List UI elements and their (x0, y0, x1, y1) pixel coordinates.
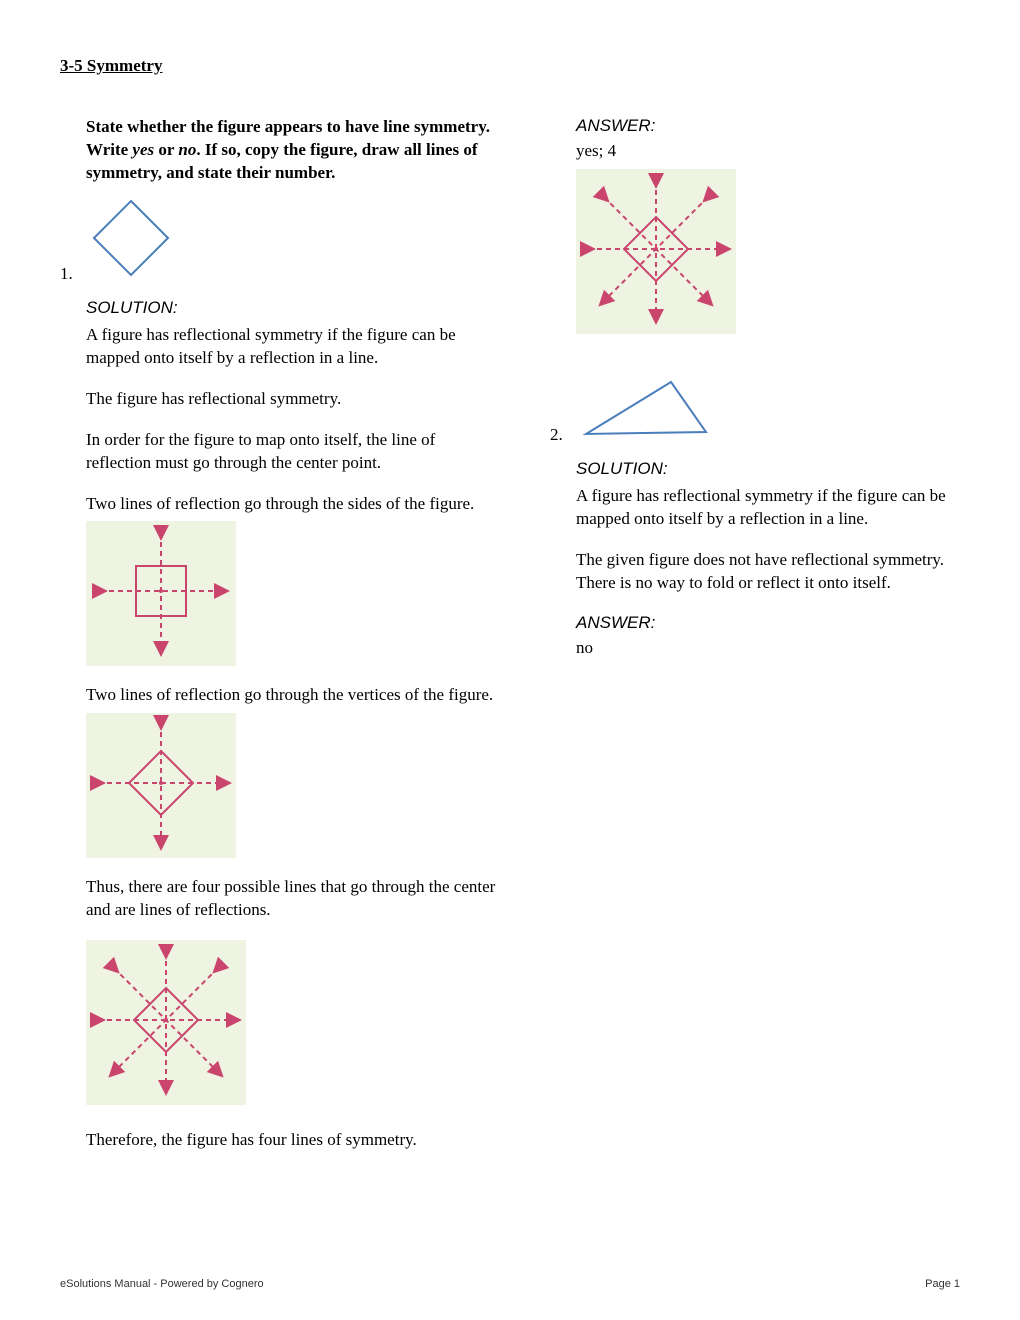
answer-1-text: yes; 4 (576, 140, 960, 163)
fig-two-lines-sides (86, 521, 236, 666)
left-column: State whether the figure appears to have… (60, 116, 496, 1170)
page-footer: eSolutions Manual - Powered by Cognero P… (60, 1278, 960, 1290)
footer-right: Page 1 (925, 1278, 960, 1290)
page-title: 3-5 Symmetry (60, 56, 960, 76)
sol1-p6: Thus, there are four possible lines that… (86, 876, 496, 922)
sol1-p2: The figure has reflectional symmetry. (86, 388, 496, 411)
solution-label-1: SOLUTION: (86, 298, 496, 318)
answer-label-1: ANSWER: (576, 116, 960, 136)
fig-two-lines-vertices (86, 713, 236, 858)
content-columns: State whether the figure appears to have… (60, 116, 960, 1170)
q-or: or (154, 140, 178, 159)
sol1-p3: In order for the figure to map onto itse… (86, 429, 496, 475)
question-instructions: State whether the figure appears to have… (86, 116, 496, 185)
q1-row: 1. (86, 193, 496, 288)
q2-figure (576, 374, 716, 449)
answer-label-2: ANSWER: (576, 613, 960, 633)
right-column: ANSWER: yes; 4 (550, 116, 960, 1170)
q-yes: yes (132, 140, 154, 159)
sol2-p2: The given figure does not have reflectio… (576, 549, 960, 595)
answer-2-text: no (576, 637, 960, 660)
q1-number: 1. (60, 264, 82, 288)
fig-four-lines (86, 940, 246, 1105)
sol1-p4: Two lines of reflection go through the s… (86, 493, 496, 516)
sol2-p1: A figure has reflectional symmetry if th… (576, 485, 960, 531)
sol1-p7: Therefore, the figure has four lines of … (86, 1129, 496, 1152)
footer-left: eSolutions Manual - Powered by Cognero (60, 1278, 264, 1290)
q2-number: 2. (550, 425, 572, 449)
q2-row: 2. (550, 374, 960, 449)
sol1-p5: Two lines of reflection go through the v… (86, 684, 496, 707)
q1-figure (86, 193, 176, 288)
q-no: no (178, 140, 196, 159)
solution-label-2: SOLUTION: (576, 459, 960, 479)
fig-answer-1 (576, 169, 736, 334)
sol1-p1: A figure has reflectional symmetry if th… (86, 324, 496, 370)
